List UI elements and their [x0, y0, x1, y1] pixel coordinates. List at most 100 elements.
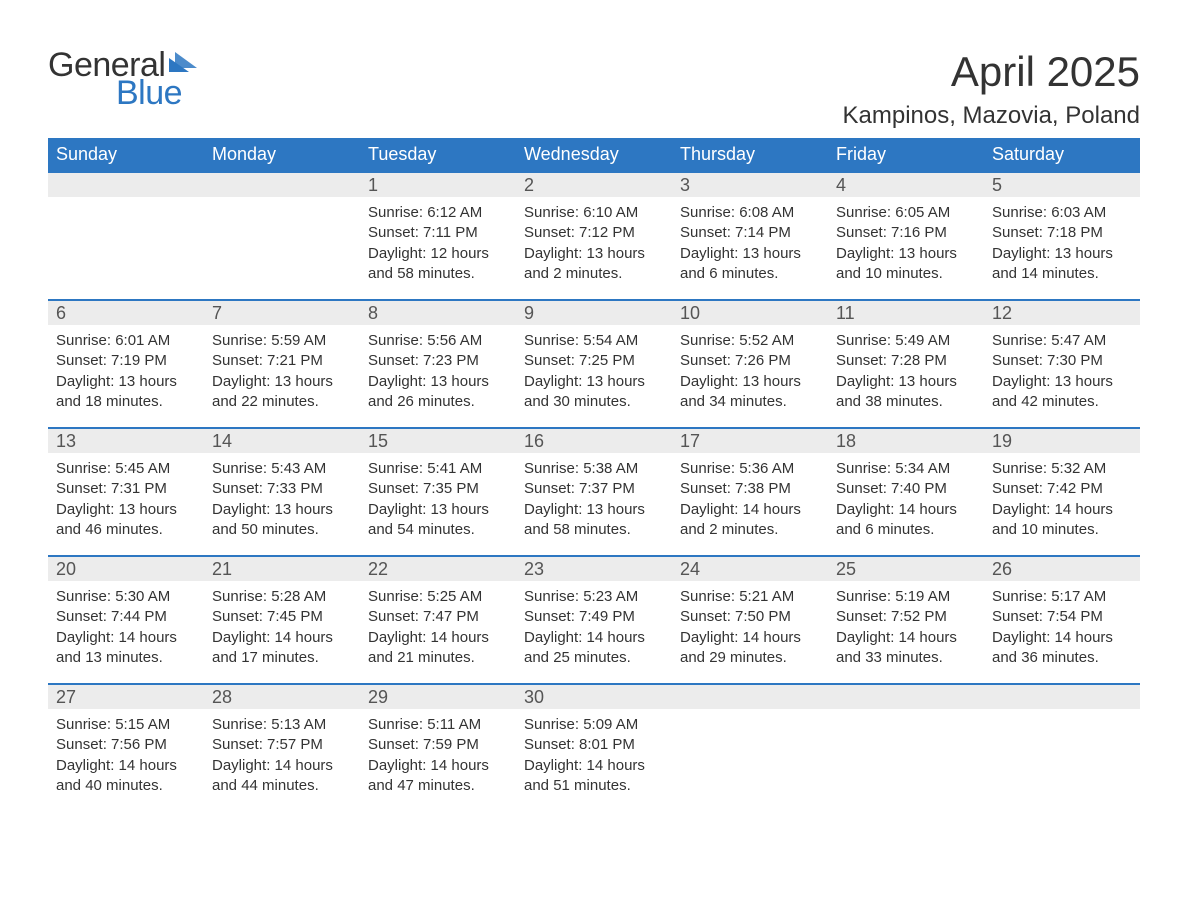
sunset-line: Sunset: 7:47 PM [368, 607, 508, 627]
calendar-cell: 16 Sunrise: 5:38 AMSunset: 7:37 PMDayligh… [516, 428, 672, 556]
day-details: Sunrise: 5:21 AMSunset: 7:50 PMDaylight:… [672, 581, 828, 678]
daylight-line: Daylight: 13 hours and 38 minutes. [836, 372, 976, 413]
calendar-cell: 21Sunrise: 5:28 AMSunset: 7:45 PMDayligh… [204, 556, 360, 684]
day-number-bar: 11 [828, 301, 984, 325]
daylight-line: Daylight: 13 hours and 34 minutes. [680, 372, 820, 413]
day-number-bar: 28 [204, 685, 360, 709]
day-details: Sunrise: 5:11 AMSunset: 7:59 PMDaylight:… [360, 709, 516, 806]
weekday-header: Sunday [48, 138, 204, 172]
day-number-bar: 4 [828, 173, 984, 197]
sunrise-line: Sunrise: 5:15 AM [56, 715, 196, 735]
calendar-cell [672, 684, 828, 812]
day-number-bar: 21 [204, 557, 360, 581]
day-number-bar: 10 [672, 301, 828, 325]
day-number-bar [204, 173, 360, 197]
day-number-bar: 18 [828, 429, 984, 453]
sunrise-line: Sunrise: 5:23 AM [524, 587, 664, 607]
day-details: Sunrise: 5:41 AMSunset: 7:35 PMDaylight:… [360, 453, 516, 550]
day-number-bar: 6 [48, 301, 204, 325]
sunset-line: Sunset: 7:49 PM [524, 607, 664, 627]
day-details: Sunrise: 5:32 AMSunset: 7:42 PMDaylight:… [984, 453, 1140, 550]
sunrise-line: Sunrise: 5:11 AM [368, 715, 508, 735]
calendar-cell: 1Sunrise: 6:12 AMSunset: 7:11 PMDaylight… [360, 172, 516, 300]
day-number-bar: 26 [984, 557, 1140, 581]
calendar-cell: 27Sunrise: 5:15 AMSunset: 7:56 PMDayligh… [48, 684, 204, 812]
logo-mark-icon [169, 52, 197, 76]
calendar-cell: 17Sunrise: 5:36 AMSunset: 7:38 PMDayligh… [672, 428, 828, 556]
calendar-cell [828, 684, 984, 812]
sunset-line: Sunset: 7:42 PM [992, 479, 1132, 499]
day-number-bar: 12 [984, 301, 1140, 325]
day-details: Sunrise: 5:49 AMSunset: 7:28 PMDaylight:… [828, 325, 984, 422]
day-number-bar: 14 [204, 429, 360, 453]
sunset-line: Sunset: 7:52 PM [836, 607, 976, 627]
day-details: Sunrise: 5:25 AMSunset: 7:47 PMDaylight:… [360, 581, 516, 678]
day-details: Sunrise: 6:12 AMSunset: 7:11 PMDaylight:… [360, 197, 516, 294]
day-details: Sunrise: 5:54 AMSunset: 7:25 PMDaylight:… [516, 325, 672, 422]
day-number-bar: 13 [48, 429, 204, 453]
title-block: April 2025 Kampinos, Mazovia, Poland [843, 48, 1141, 130]
day-details: Sunrise: 6:01 AMSunset: 7:19 PMDaylight:… [48, 325, 204, 422]
sunrise-line: Sunrise: 5:49 AM [836, 331, 976, 351]
day-number-bar [828, 685, 984, 709]
sunrise-line: Sunrise: 5:13 AM [212, 715, 352, 735]
daylight-line: Daylight: 13 hours and 2 minutes. [524, 244, 664, 285]
daylight-line: Daylight: 13 hours and 54 minutes. [368, 500, 508, 541]
sunset-line: Sunset: 7:57 PM [212, 735, 352, 755]
day-details: Sunrise: 5:56 AMSunset: 7:23 PMDaylight:… [360, 325, 516, 422]
calendar-cell: 9Sunrise: 5:54 AMSunset: 7:25 PMDaylight… [516, 300, 672, 428]
daylight-line: Daylight: 13 hours and 10 minutes. [836, 244, 976, 285]
daylight-line: Daylight: 14 hours and 36 minutes. [992, 628, 1132, 669]
sunset-line: Sunset: 7:59 PM [368, 735, 508, 755]
daylight-line: Daylight: 14 hours and 2 minutes. [680, 500, 820, 541]
calendar-cell: 18Sunrise: 5:34 AMSunset: 7:40 PMDayligh… [828, 428, 984, 556]
day-number-bar: 25 [828, 557, 984, 581]
day-details: Sunrise: 5:47 AMSunset: 7:30 PMDaylight:… [984, 325, 1140, 422]
calendar-cell: 19Sunrise: 5:32 AMSunset: 7:42 PMDayligh… [984, 428, 1140, 556]
calendar-week-row: 1Sunrise: 6:12 AMSunset: 7:11 PMDaylight… [48, 172, 1140, 300]
day-number-bar: 23 [516, 557, 672, 581]
sunset-line: Sunset: 7:37 PM [524, 479, 664, 499]
day-details: Sunrise: 5:34 AMSunset: 7:40 PMDaylight:… [828, 453, 984, 550]
day-number-bar [984, 685, 1140, 709]
sunrise-line: Sunrise: 5:36 AM [680, 459, 820, 479]
calendar-cell: 20Sunrise: 5:30 AMSunset: 7:44 PMDayligh… [48, 556, 204, 684]
calendar-table: SundayMondayTuesdayWednesdayThursdayFrid… [48, 138, 1140, 812]
day-number-bar: 2 [516, 173, 672, 197]
day-number-bar [48, 173, 204, 197]
sunset-line: Sunset: 7:14 PM [680, 223, 820, 243]
daylight-line: Daylight: 13 hours and 30 minutes. [524, 372, 664, 413]
sunrise-line: Sunrise: 6:12 AM [368, 203, 508, 223]
daylight-line: Daylight: 14 hours and 47 minutes. [368, 756, 508, 797]
sunrise-line: Sunrise: 5:17 AM [992, 587, 1132, 607]
day-details: Sunrise: 6:03 AMSunset: 7:18 PMDaylight:… [984, 197, 1140, 294]
daylight-line: Daylight: 14 hours and 29 minutes. [680, 628, 820, 669]
daylight-line: Daylight: 13 hours and 58 minutes. [524, 500, 664, 541]
sunrise-line: Sunrise: 5:38 AM [524, 459, 664, 479]
sunset-line: Sunset: 7:16 PM [836, 223, 976, 243]
sunrise-line: Sunrise: 5:47 AM [992, 331, 1132, 351]
sunset-line: Sunset: 7:44 PM [56, 607, 196, 627]
calendar-week-row: 13Sunrise: 5:45 AMSunset: 7:31 PMDayligh… [48, 428, 1140, 556]
day-number-bar: 19 [984, 429, 1140, 453]
sunset-line: Sunset: 7:26 PM [680, 351, 820, 371]
day-details: Sunrise: 6:10 AMSunset: 7:12 PMDaylight:… [516, 197, 672, 294]
daylight-line: Daylight: 13 hours and 42 minutes. [992, 372, 1132, 413]
sunset-line: Sunset: 7:11 PM [368, 223, 508, 243]
sunset-line: Sunset: 7:56 PM [56, 735, 196, 755]
calendar-header-row: SundayMondayTuesdayWednesdayThursdayFrid… [48, 138, 1140, 172]
weekday-header: Wednesday [516, 138, 672, 172]
sunrise-line: Sunrise: 5:59 AM [212, 331, 352, 351]
calendar-cell: 25Sunrise: 5:19 AMSunset: 7:52 PMDayligh… [828, 556, 984, 684]
daylight-line: Daylight: 14 hours and 17 minutes. [212, 628, 352, 669]
day-details: Sunrise: 6:05 AMSunset: 7:16 PMDaylight:… [828, 197, 984, 294]
daylight-line: Daylight: 13 hours and 22 minutes. [212, 372, 352, 413]
daylight-line: Daylight: 13 hours and 14 minutes. [992, 244, 1132, 285]
sunrise-line: Sunrise: 6:01 AM [56, 331, 196, 351]
daylight-line: Daylight: 13 hours and 50 minutes. [212, 500, 352, 541]
day-details: Sunrise: 5:43 AMSunset: 7:33 PMDaylight:… [204, 453, 360, 550]
day-number-bar: 22 [360, 557, 516, 581]
day-number-bar: 3 [672, 173, 828, 197]
day-number-bar: 16 [516, 429, 672, 453]
weekday-header: Friday [828, 138, 984, 172]
